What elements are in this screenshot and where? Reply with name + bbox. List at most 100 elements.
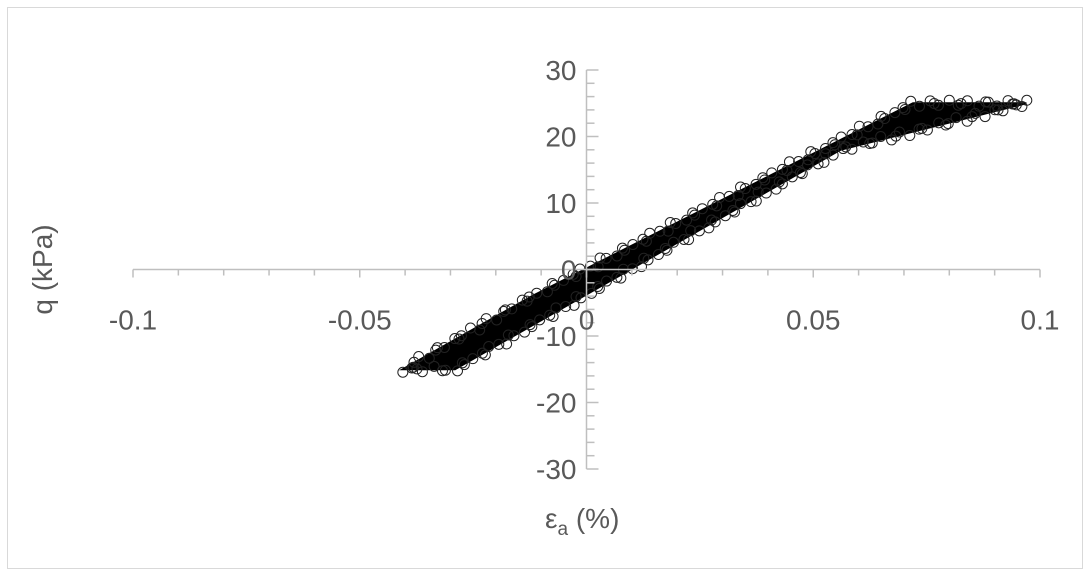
data-point [678,233,690,245]
data-point [942,118,954,130]
data-point [973,100,985,112]
data-point [560,301,572,313]
data-point [664,217,676,229]
data-point [531,287,543,299]
data-point [889,107,901,119]
data-point [689,209,701,221]
data-point [916,122,928,134]
data-point [827,137,839,149]
data-point [456,357,468,369]
data-point [493,338,505,350]
data-point [416,366,428,378]
data-point [467,353,479,365]
data-point [593,282,605,294]
data-point [570,271,582,283]
data-point [875,130,887,142]
data-point [827,149,839,161]
y-tick-label: 10 [545,188,576,219]
data-point [465,322,477,334]
y-tick-label: -10 [536,321,576,352]
data-point [681,214,693,226]
data-point [439,364,451,376]
data-point [502,329,514,341]
data-point [866,137,878,149]
data-point [796,168,808,180]
data-point [594,252,606,264]
data-point [491,314,503,326]
data-point [685,225,697,237]
data-point [714,191,726,203]
data-point [476,317,488,329]
data-point [498,305,510,317]
data-point [829,139,841,151]
data-point [636,261,648,273]
data-point [760,187,772,199]
data-point [776,178,788,190]
data-marks [397,94,1033,378]
data-point [899,103,911,115]
data-point [773,176,785,188]
data-point [766,167,778,179]
data-point [757,172,769,184]
data-point [872,118,884,130]
data-point [526,321,538,333]
data-point [961,95,973,107]
y-axis-title: q (kPa) [27,224,58,314]
axes [132,69,1041,470]
data-point [734,198,746,210]
data-point [921,124,933,136]
y-tick-label: 0 [561,255,577,286]
y-tick-label: -30 [536,454,576,485]
data-point [449,333,461,345]
data-point [703,222,715,234]
data-point [476,347,488,359]
data-point [549,279,561,291]
data-point [637,233,649,245]
data-point [397,366,409,378]
data-point [600,252,612,264]
data-point [659,242,671,254]
data-point [905,95,917,107]
x-tick-label: -0.1 [109,305,157,336]
data-point [1002,95,1014,107]
data-point [452,365,464,377]
data-point [516,294,528,306]
data-point [840,141,852,153]
data-point [739,183,751,195]
data-point [846,143,858,155]
data-point [707,198,719,210]
data-point [411,363,423,375]
data-point [805,146,817,158]
data-point [793,156,805,168]
data-point [781,164,793,176]
data-point [1021,94,1033,106]
data-point [670,217,682,229]
data-point [661,244,673,256]
data-point [458,359,470,371]
data-point [886,134,898,146]
data-point [759,174,771,186]
data-point [408,356,420,368]
data-point [897,102,909,114]
data-point [776,163,788,175]
data-point [750,178,762,190]
data-point [534,314,546,326]
data-point [584,260,596,272]
x-axis-title: εa (%) [545,503,619,540]
data-point [570,291,582,303]
data-point [506,303,518,315]
data-point [611,271,623,283]
x-tick-label: -0.05 [328,305,392,336]
data-point [818,156,830,168]
data-point [913,100,925,112]
data-point [950,112,962,124]
data-point [890,130,902,142]
data-point [735,181,747,193]
y-tick-label: 30 [545,55,576,86]
data-point [611,250,623,262]
data-point [709,216,721,228]
data-point [729,206,741,218]
data-point [835,131,847,143]
